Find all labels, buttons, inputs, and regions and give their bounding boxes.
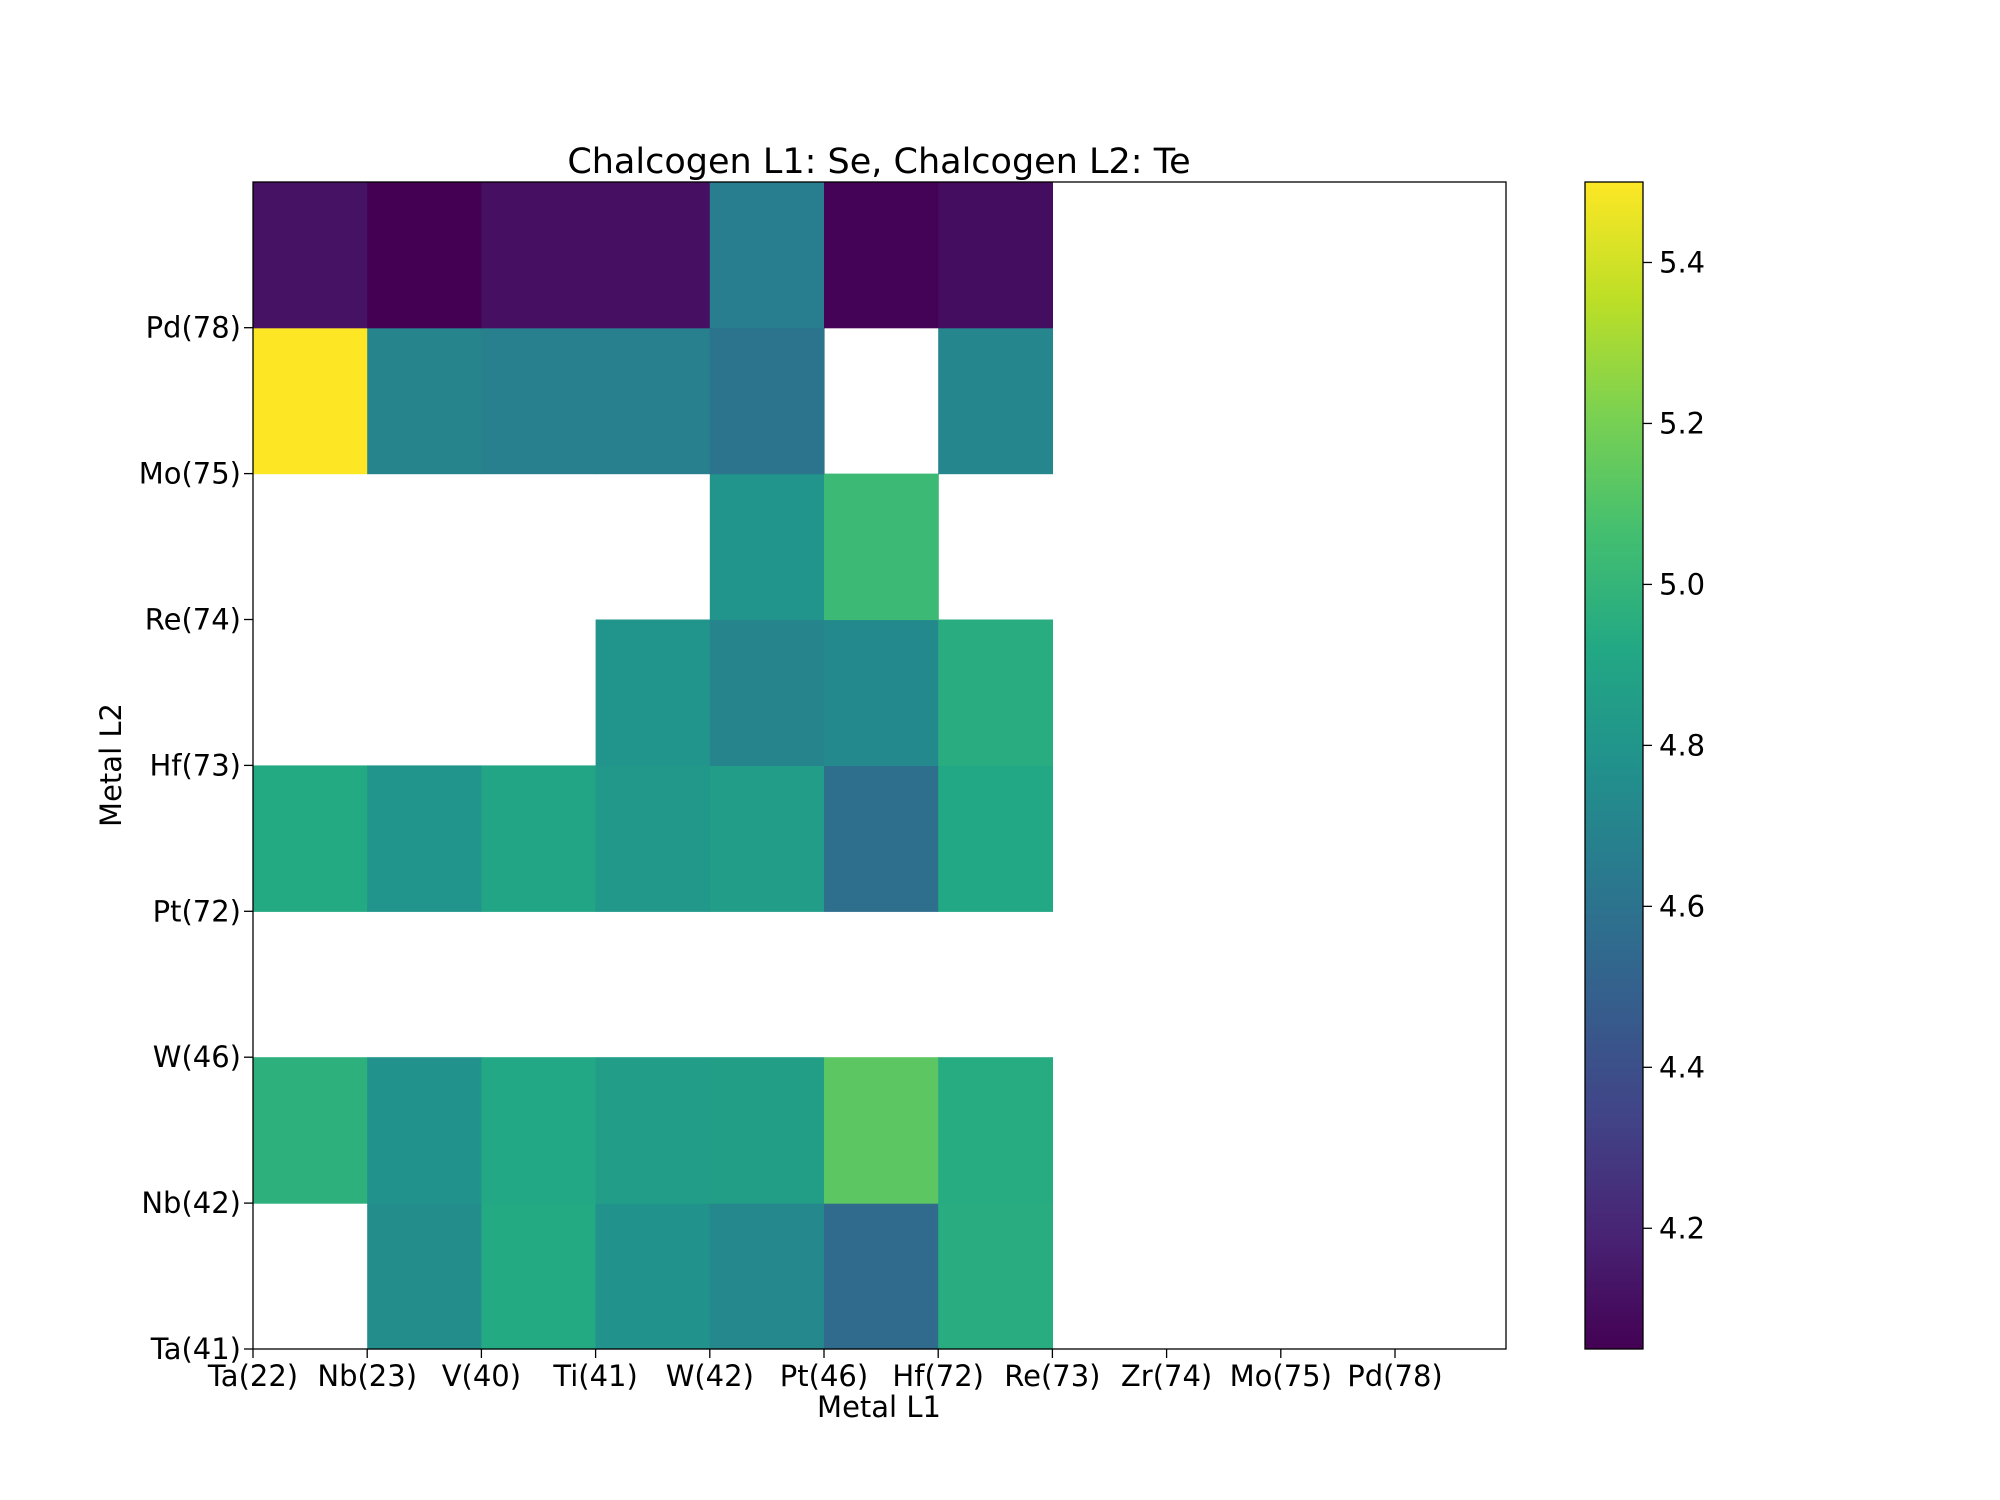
colorbar-tick-label: 5.2 xyxy=(1659,406,1705,440)
heatmap-cell xyxy=(481,1057,597,1204)
heatmap-cell xyxy=(595,765,711,912)
y-tick-label: Re(74) xyxy=(145,603,241,637)
x-tick-label: Zr(74) xyxy=(1121,1359,1212,1393)
x-tick-label: Pd(78) xyxy=(1347,1359,1442,1393)
heatmap-cell xyxy=(709,327,825,475)
heatmap-cell xyxy=(367,1057,482,1204)
y-axis-ticks: Ta(41) Nb(42) W(46) Pt(72) Hf(73) Re(74) Mo(75… xyxy=(139,311,253,1366)
colorbar-tick-label: 5.0 xyxy=(1659,567,1705,601)
heatmap-cell xyxy=(824,473,939,621)
heatmap-cell xyxy=(824,181,939,329)
heatmap-cell xyxy=(481,327,597,475)
heatmap-cell xyxy=(709,473,825,621)
heatmap-cell xyxy=(253,327,368,475)
colorbar-tick-label: 4.8 xyxy=(1659,728,1705,762)
heatmap-cell xyxy=(481,1203,597,1350)
heatmap-cell xyxy=(253,181,368,329)
heatmap-cell xyxy=(253,765,368,912)
heatmap-cell xyxy=(595,181,711,329)
heatmap-cell xyxy=(709,765,825,912)
heatmap-cell xyxy=(938,1203,1053,1350)
x-tick-label: Pt(46) xyxy=(780,1359,868,1393)
colorbar-tick-label: 4.6 xyxy=(1659,889,1705,923)
heatmap-cell xyxy=(367,765,482,912)
x-tick-label: Mo(75) xyxy=(1230,1359,1332,1393)
heatmap-cell xyxy=(595,327,711,475)
colorbar-tick-label: 4.2 xyxy=(1659,1211,1705,1245)
heatmap-cell xyxy=(824,1057,939,1204)
y-tick-label: Pt(72) xyxy=(153,894,241,928)
heatmap-cell xyxy=(253,1057,368,1204)
x-tick-label: V(40) xyxy=(442,1359,521,1393)
y-tick-label: Ta(41) xyxy=(150,1332,241,1366)
y-tick-label: Pd(78) xyxy=(146,311,241,345)
heatmap-cell xyxy=(824,765,939,912)
x-axis-ticks: Ta(22) Nb(23) V(40) Ti(41) W(42) Pt(46) Hf(72)… xyxy=(207,1349,1443,1393)
chart-title: Chalcogen L1: Se, Chalcogen L2: Te xyxy=(567,142,1190,182)
heatmap-cell xyxy=(824,619,939,766)
x-axis-label: Metal L1 xyxy=(817,1390,941,1424)
heatmap-cell xyxy=(367,1203,482,1350)
x-tick-label: Nb(23) xyxy=(317,1359,417,1393)
heatmap-cell xyxy=(938,765,1053,912)
heatmap-cell xyxy=(481,181,597,329)
heatmap-cell xyxy=(938,327,1053,475)
heatmap-cell xyxy=(709,181,825,329)
x-tick-label: Re(73) xyxy=(1004,1359,1100,1393)
heatmap-cell xyxy=(367,327,482,475)
heatmap-cell xyxy=(709,1203,825,1350)
heatmap-cell xyxy=(824,1203,939,1350)
heatmap-cell xyxy=(595,1057,711,1204)
heatmap-cell xyxy=(595,1203,711,1350)
y-axis-label: Metal L2 xyxy=(94,703,128,827)
x-tick-label: Ta(22) xyxy=(207,1359,298,1393)
heatmap-cell xyxy=(938,619,1053,766)
colorbar-tick-label: 4.4 xyxy=(1659,1050,1705,1084)
heatmap-cell xyxy=(709,1057,825,1204)
heatmap-cell xyxy=(367,181,482,329)
heatmap-cell xyxy=(595,619,711,766)
colorbar-tick-label: 5.4 xyxy=(1659,245,1705,279)
x-tick-label: Ti(41) xyxy=(552,1359,637,1393)
y-tick-label: Nb(42) xyxy=(141,1186,241,1220)
x-tick-label: W(42) xyxy=(666,1359,754,1393)
heatmap-cell xyxy=(709,619,825,766)
heatmap-cell xyxy=(938,181,1053,329)
colorbar xyxy=(1584,181,1644,1350)
colorbar-ticks: 4.2 4.4 4.6 4.8 5.0 5.2 5.4 xyxy=(1643,245,1705,1245)
heatmap-cell xyxy=(938,1057,1053,1204)
y-tick-label: Mo(75) xyxy=(139,457,241,491)
y-tick-label: Hf(73) xyxy=(149,748,241,782)
y-tick-label: W(46) xyxy=(153,1040,241,1074)
heatmap-cell xyxy=(481,765,597,912)
heatmap-cells xyxy=(253,181,1053,1350)
x-tick-label: Hf(72) xyxy=(892,1359,984,1393)
